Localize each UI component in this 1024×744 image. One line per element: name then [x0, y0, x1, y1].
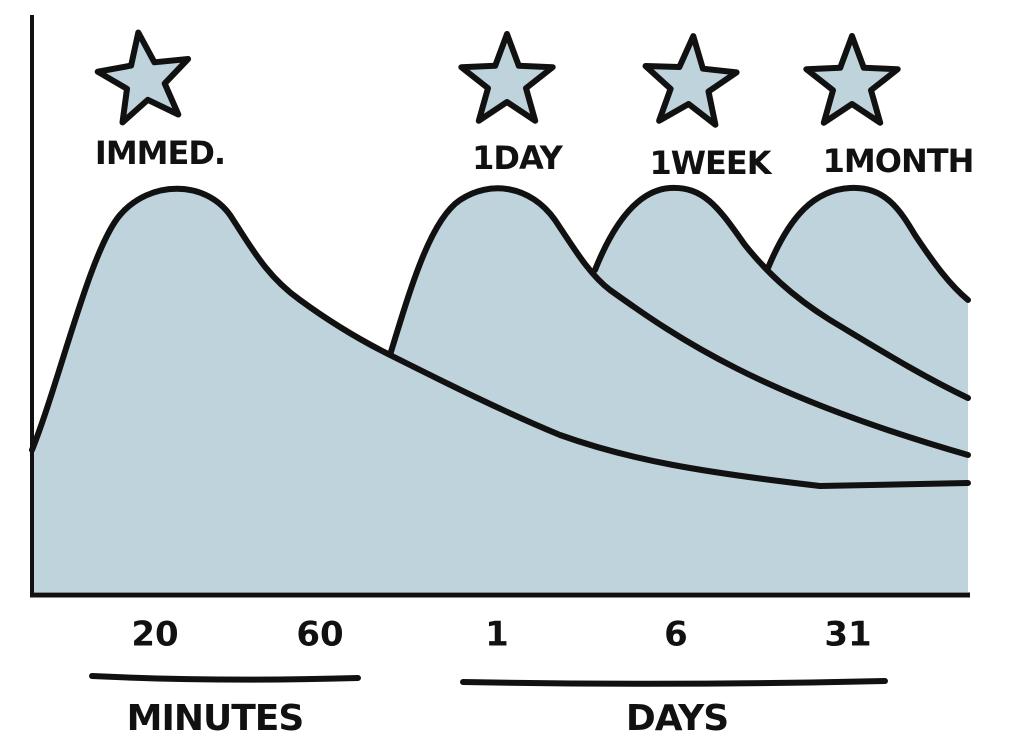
curve — [592, 184, 971, 401]
marker-label: 1MONTH — [823, 142, 974, 180]
x-tick-label: 1 — [485, 615, 509, 655]
star — [94, 29, 192, 126]
star — [803, 33, 901, 126]
x-group-label: DAYS — [626, 698, 728, 739]
x-group-label: MINUTES — [127, 698, 304, 739]
stars — [94, 29, 901, 128]
star — [458, 31, 556, 124]
curve-fill — [768, 187, 968, 592]
x-tick-label: 31 — [824, 615, 871, 655]
star — [642, 33, 740, 128]
x-tick-label: 6 — [664, 615, 688, 655]
marker-label: IMMED. — [95, 134, 225, 172]
curve — [765, 184, 971, 303]
marker-label: 1WEEK — [649, 144, 772, 182]
curves — [29, 184, 971, 489]
marker-label: 1DAY — [472, 139, 564, 177]
group-underline — [89, 673, 361, 683]
curve — [29, 185, 971, 489]
group-underline — [460, 678, 888, 687]
curve-fills — [32, 187, 968, 593]
x-tick-label: 60 — [296, 615, 343, 655]
x-tick-label: 20 — [131, 615, 178, 655]
curve — [387, 185, 971, 458]
